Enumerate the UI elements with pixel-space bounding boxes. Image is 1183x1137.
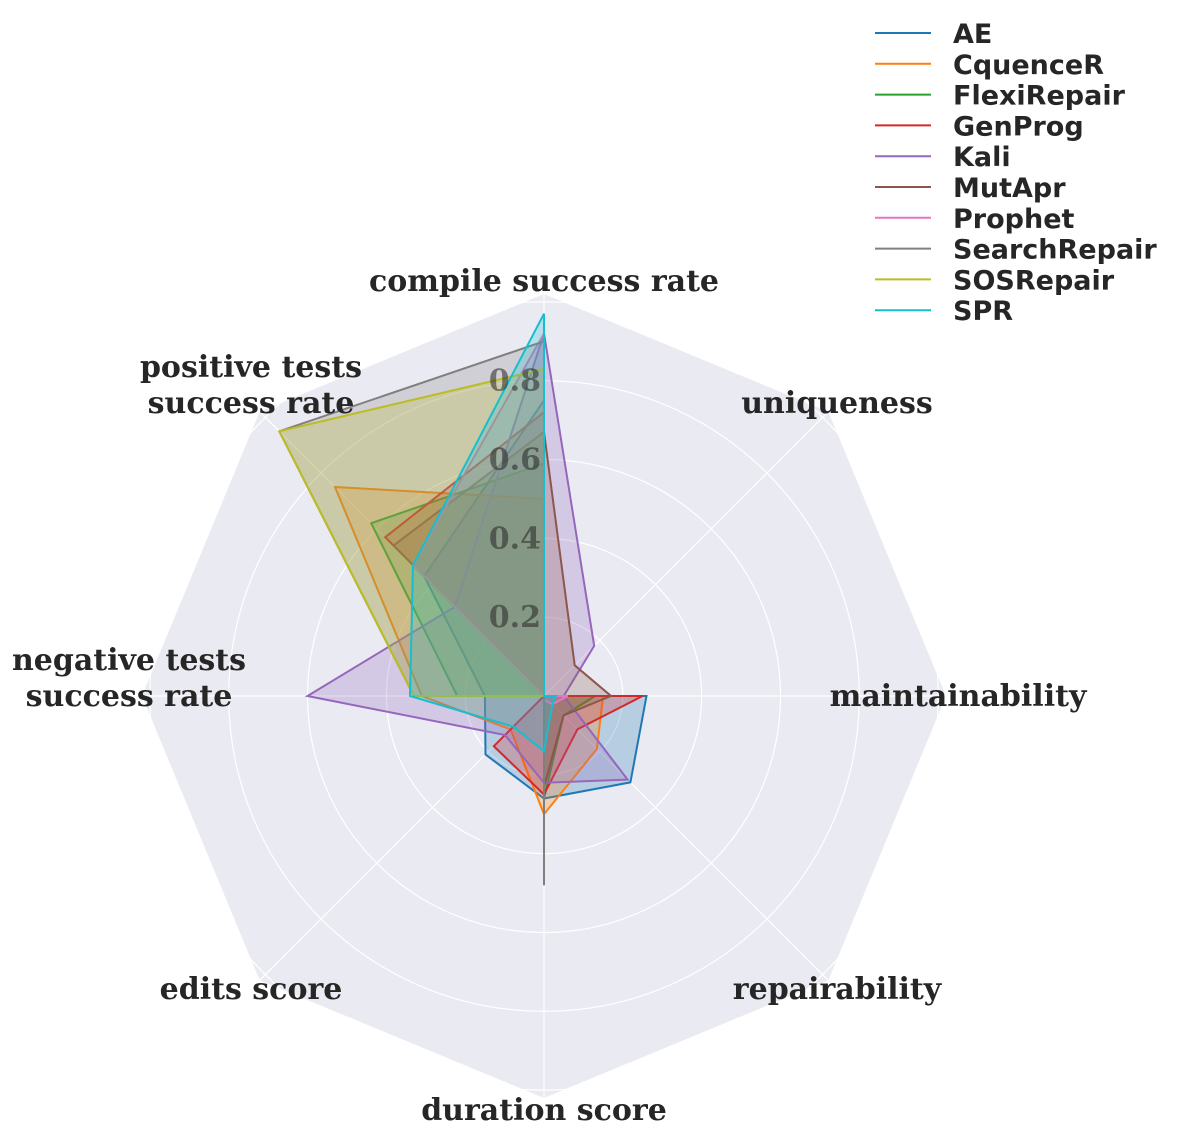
axis-label-line: compile success rate — [369, 264, 719, 299]
axis-label: positive tests success rate — [140, 350, 362, 421]
legend-label: MutApr — [953, 173, 1066, 204]
legend-label: SearchRepair — [953, 235, 1157, 266]
series-spr — [408, 313, 558, 754]
legend-entry: CquenceR — [875, 50, 1104, 81]
axis-label: negative tests success rate — [12, 643, 246, 714]
axis-label-line: uniqueness — [741, 386, 933, 421]
legend-label: AE — [953, 19, 992, 50]
legend-entry: GenProg — [875, 111, 1084, 142]
axis-label: duration score — [421, 1093, 667, 1128]
radial-tick-labels: 0.2 0.4 0.6 0.8 — [489, 364, 541, 636]
legend-entry: SearchRepair — [875, 235, 1157, 266]
legend-label: FlexiRepair — [953, 81, 1126, 112]
legend-label: GenProg — [953, 111, 1084, 142]
radial-tick-label: 0.4 — [489, 521, 541, 556]
axis-label-line: success rate — [148, 386, 355, 421]
axis-label-line: edits score — [160, 972, 343, 1007]
series-fill — [307, 333, 628, 783]
axis-label-line: duration score — [421, 1093, 667, 1128]
legend-entry: SPR — [875, 296, 1013, 327]
axis-label: repairability — [733, 972, 943, 1007]
radial-tick-label: 0.2 — [489, 600, 541, 635]
axis-label-line: positive tests — [140, 350, 362, 385]
axis-label: maintainability — [830, 679, 1088, 714]
series-fill — [385, 412, 643, 795]
legend-label: CquenceR — [953, 50, 1104, 81]
axis-label-line: repairability — [733, 972, 943, 1007]
series-fill — [393, 431, 611, 787]
radar-series — [277, 313, 648, 886]
series-line — [408, 313, 558, 754]
legend-label: Prophet — [953, 204, 1075, 235]
legend-entry: FlexiRepair — [875, 81, 1126, 112]
axis-label-line: maintainability — [830, 679, 1088, 714]
axis-labels: compile success rate uniqueness maintainab… — [12, 264, 1088, 1128]
series-fill — [279, 368, 544, 696]
axis-label: compile success rate — [369, 264, 719, 299]
legend-entry: AE — [875, 19, 992, 50]
legend: AECquenceRFlexiRepairGenProgKaliMutAprPr… — [875, 19, 1157, 327]
axis-label: edits score — [160, 972, 343, 1007]
legend-entry: MutApr — [875, 173, 1066, 204]
radial-tick-label: 0.8 — [489, 364, 541, 399]
legend-label: SPR — [953, 296, 1013, 327]
legend-entry: SOSRepair — [875, 265, 1115, 296]
series-fill — [410, 313, 556, 752]
series-fill — [371, 463, 596, 799]
legend-label: SOSRepair — [953, 265, 1115, 296]
axis-label: uniqueness — [741, 386, 933, 421]
legend-entry: Kali — [875, 142, 1011, 173]
legend-label: Kali — [953, 142, 1011, 173]
series-fill — [413, 333, 568, 705]
radial-tick-label: 0.6 — [489, 443, 541, 478]
series-fill — [335, 487, 604, 815]
legend-entry: Prophet — [875, 204, 1075, 235]
grid-spoke — [543, 695, 829, 981]
axis-label-line: negative tests — [12, 643, 246, 678]
axis-label-line: success rate — [26, 679, 233, 714]
